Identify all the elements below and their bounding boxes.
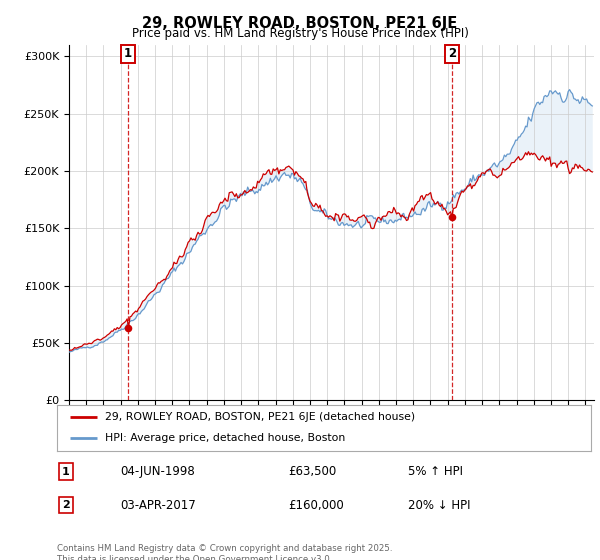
Text: 29, ROWLEY ROAD, BOSTON, PE21 6JE: 29, ROWLEY ROAD, BOSTON, PE21 6JE: [142, 16, 458, 31]
Text: 29, ROWLEY ROAD, BOSTON, PE21 6JE (detached house): 29, ROWLEY ROAD, BOSTON, PE21 6JE (detac…: [105, 412, 415, 422]
Point: [123, 323, 133, 332]
Text: Price paid vs. HM Land Registry's House Price Index (HPI): Price paid vs. HM Land Registry's House …: [131, 27, 469, 40]
Text: HPI: Average price, detached house, Boston: HPI: Average price, detached house, Bost…: [105, 433, 346, 444]
Text: £160,000: £160,000: [288, 498, 344, 512]
Text: Contains HM Land Registry data © Crown copyright and database right 2025.
This d: Contains HM Land Registry data © Crown c…: [57, 544, 392, 560]
Text: £63,500: £63,500: [288, 465, 336, 478]
Text: 04-JUN-1998: 04-JUN-1998: [120, 465, 195, 478]
Text: 1: 1: [124, 48, 132, 60]
Point: [447, 212, 457, 221]
Text: 5% ↑ HPI: 5% ↑ HPI: [408, 465, 463, 478]
Text: 1: 1: [62, 466, 70, 477]
Text: 20% ↓ HPI: 20% ↓ HPI: [408, 498, 470, 512]
Text: 2: 2: [62, 500, 70, 510]
Text: 2: 2: [448, 48, 456, 60]
Text: 03-APR-2017: 03-APR-2017: [120, 498, 196, 512]
